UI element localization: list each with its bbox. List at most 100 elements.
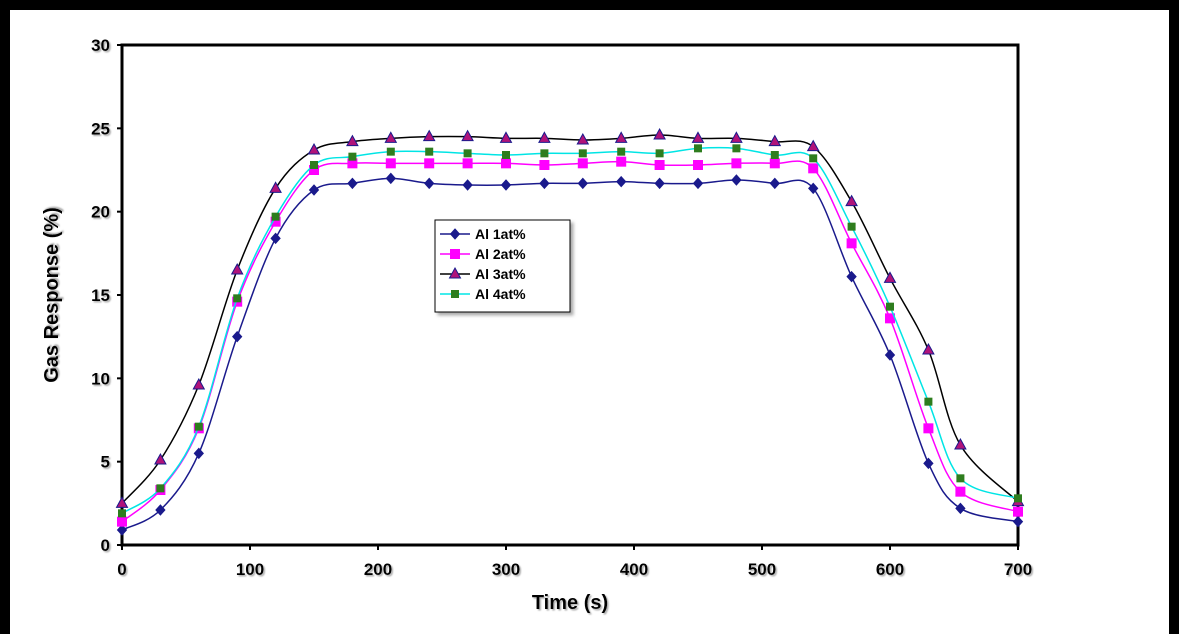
x-tick-label: 600 <box>876 560 904 579</box>
y-tick-label: 10 <box>91 369 110 388</box>
data-point <box>462 179 473 191</box>
y-tick-label: 15 <box>91 286 110 305</box>
data-point <box>884 349 896 361</box>
data-point <box>424 158 435 169</box>
x-tick-label: 500 <box>748 560 776 579</box>
data-point <box>115 496 129 508</box>
x-tick-label: 200 <box>364 560 392 579</box>
data-point <box>539 160 550 170</box>
series-layer <box>115 127 1025 536</box>
series-line <box>121 160 1019 523</box>
legend-label: Al 4at% <box>475 286 526 302</box>
data-point <box>578 149 587 158</box>
data-point <box>309 165 319 175</box>
series-4 <box>118 144 1022 518</box>
data-point <box>923 423 934 434</box>
x-tick-label: 700 <box>1004 560 1032 579</box>
data-point <box>116 524 128 536</box>
data-point <box>230 262 244 275</box>
data-point <box>693 160 703 170</box>
data-point <box>885 313 895 324</box>
data-point <box>540 149 549 158</box>
y-tick-label: 30 <box>91 36 110 55</box>
data-point <box>614 131 628 143</box>
legend-label: Al 2at% <box>475 246 526 262</box>
data-point <box>956 474 965 483</box>
x-tick-label: 300 <box>492 560 520 579</box>
data-point <box>271 212 280 221</box>
data-point <box>730 131 743 143</box>
x-tick-label: 100 <box>236 560 264 579</box>
data-point <box>233 294 242 303</box>
data-point <box>955 502 966 515</box>
y-axis-title: Gas Response (%) <box>41 207 63 383</box>
data-point <box>155 504 166 516</box>
data-point <box>386 147 395 156</box>
data-point <box>655 149 664 158</box>
data-point <box>845 194 858 207</box>
y-tick-label: 20 <box>91 203 110 222</box>
data-point <box>924 397 933 406</box>
data-point <box>462 158 473 169</box>
legend-label: Al 3at% <box>475 266 526 282</box>
legend-item: Al 2at% <box>440 246 526 262</box>
series-line <box>121 146 1019 514</box>
data-point <box>846 270 857 283</box>
data-point <box>731 174 742 186</box>
legend-label: Al 1at% <box>475 226 526 242</box>
data-point <box>348 152 357 161</box>
data-point <box>499 131 513 143</box>
data-point <box>653 127 666 140</box>
data-point <box>500 179 512 191</box>
series-line <box>121 134 1019 504</box>
y-axis: 0 5 10 15 20 25 30 <box>91 36 122 555</box>
data-point <box>385 172 396 185</box>
data-point <box>954 437 967 450</box>
data-point <box>154 452 167 465</box>
data-point <box>1012 515 1024 528</box>
data-point <box>955 486 966 497</box>
data-point <box>883 271 897 283</box>
data-point <box>770 151 779 159</box>
x-axis-title: Time (s) <box>532 592 608 614</box>
series-3 <box>115 127 1025 508</box>
legend-marker <box>449 228 461 240</box>
data-point <box>463 149 472 158</box>
data-point <box>461 129 474 142</box>
data-point <box>577 158 588 169</box>
series-1 <box>116 172 1024 536</box>
data-point <box>308 184 320 196</box>
data-point <box>691 131 705 143</box>
x-tick-label: 0 <box>117 560 126 579</box>
data-point <box>193 447 204 460</box>
data-point <box>576 132 590 145</box>
data-point <box>307 142 321 155</box>
data-point <box>1014 494 1022 503</box>
data-point <box>270 216 281 227</box>
data-point <box>922 342 935 355</box>
legend-marker <box>448 266 462 279</box>
legend-marker <box>450 249 460 259</box>
data-point <box>923 457 934 470</box>
data-point <box>847 222 856 231</box>
x-tick-label: 400 <box>620 560 648 579</box>
data-point <box>886 302 894 311</box>
data-point <box>501 158 511 169</box>
legend-item: Al 4at% <box>440 286 526 302</box>
data-point <box>616 156 627 167</box>
data-point <box>192 377 206 390</box>
legend-item: Al 3at% <box>440 266 526 282</box>
data-point <box>769 177 780 190</box>
data-point <box>694 144 702 153</box>
data-point <box>269 181 282 193</box>
y-tick-label: 25 <box>91 119 110 138</box>
legend: Al 1at% Al 2at% Al 3at% Al 4at% <box>434 219 571 313</box>
series-2 <box>117 156 1023 527</box>
y-tick-label: 0 <box>101 536 110 555</box>
data-point <box>194 422 203 431</box>
data-point <box>384 131 398 143</box>
data-point <box>692 177 704 190</box>
data-point <box>385 158 396 169</box>
series-line <box>121 177 1019 531</box>
data-point <box>768 134 782 147</box>
